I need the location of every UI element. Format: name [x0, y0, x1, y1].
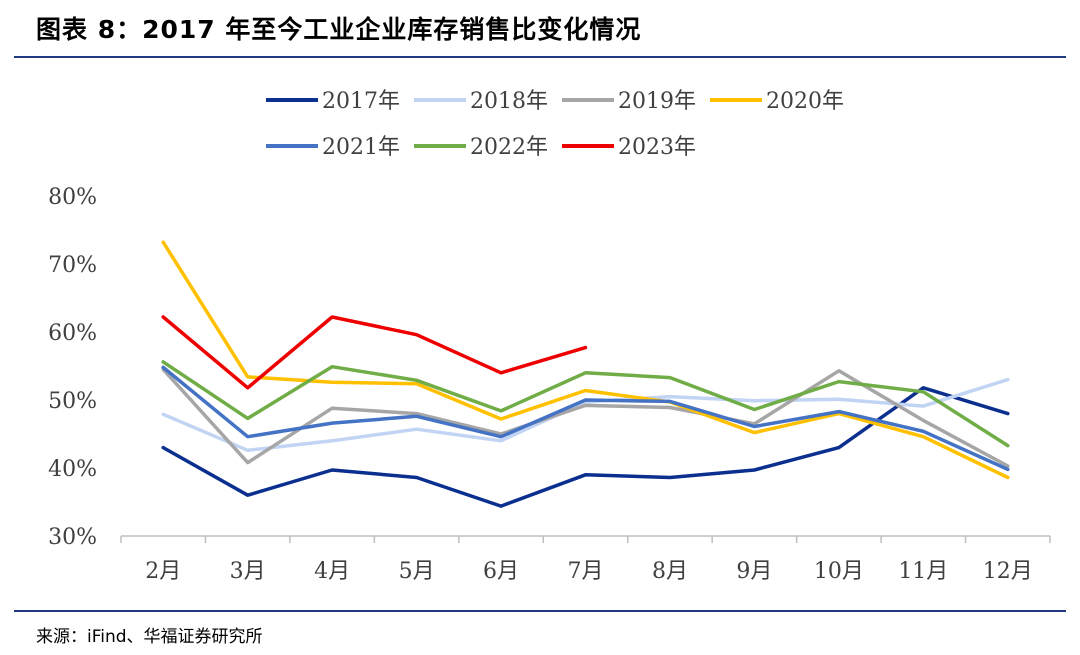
source-note: 来源：iFind、华福证券研究所	[36, 627, 263, 647]
legend-label-2018: 2018年	[470, 89, 548, 114]
x-tick-label: 8月	[652, 559, 688, 584]
x-axis: 2月 3月 4月 5月 6月 7月 8月 9月 10月 11月 12月	[120, 535, 1051, 584]
y-tick-label: 60%	[48, 321, 97, 346]
y-axis: 30% 40% 50% 60% 70% 80%	[48, 185, 97, 550]
line-chart: 2017年 2018年 2019年 2020年 2021年 2022年 2023年 30% 4…	[48, 89, 1051, 584]
series-line-2018	[161, 377, 1010, 453]
x-tick-label: 5月	[399, 559, 435, 584]
legend-label-2022: 2022年	[470, 135, 548, 160]
x-tick-label: 11月	[898, 559, 948, 584]
legend-label-2021: 2021年	[322, 135, 400, 160]
footer-divider	[14, 610, 1066, 612]
x-tick-label: 3月	[230, 559, 266, 584]
y-tick-label: 70%	[48, 253, 97, 278]
y-tick-label: 30%	[48, 525, 97, 550]
y-tick-label: 80%	[48, 185, 97, 210]
series-line-2021	[161, 365, 1010, 472]
legend-label-2023: 2023年	[618, 135, 696, 160]
y-tick-label: 40%	[48, 457, 97, 482]
series-line-2022	[161, 360, 1010, 448]
series-lines	[161, 240, 1010, 508]
series-line-2017	[161, 386, 1010, 508]
x-tick-label: 9月	[736, 559, 772, 584]
legend-label-2020: 2020年	[766, 89, 844, 114]
series-line-2023	[161, 315, 588, 390]
legend-label-2019: 2019年	[618, 89, 696, 114]
x-tick-label: 2月	[145, 559, 181, 584]
series-line-2020	[161, 240, 1010, 480]
title-divider	[14, 56, 1066, 58]
x-tick-label: 12月	[983, 559, 1033, 584]
x-tick-label: 7月	[568, 559, 604, 584]
legend-label-2017: 2017年	[322, 89, 400, 114]
y-tick-label: 50%	[48, 389, 97, 414]
x-tick-label: 4月	[314, 559, 350, 584]
chart-title: 图表 8：2017 年至今工业企业库存销售比变化情况	[36, 15, 642, 44]
legend: 2017年 2018年 2019年 2020年 2021年 2022年 2023年	[266, 89, 844, 160]
x-tick-label: 6月	[483, 559, 519, 584]
x-tick-label: 10月	[814, 559, 864, 584]
